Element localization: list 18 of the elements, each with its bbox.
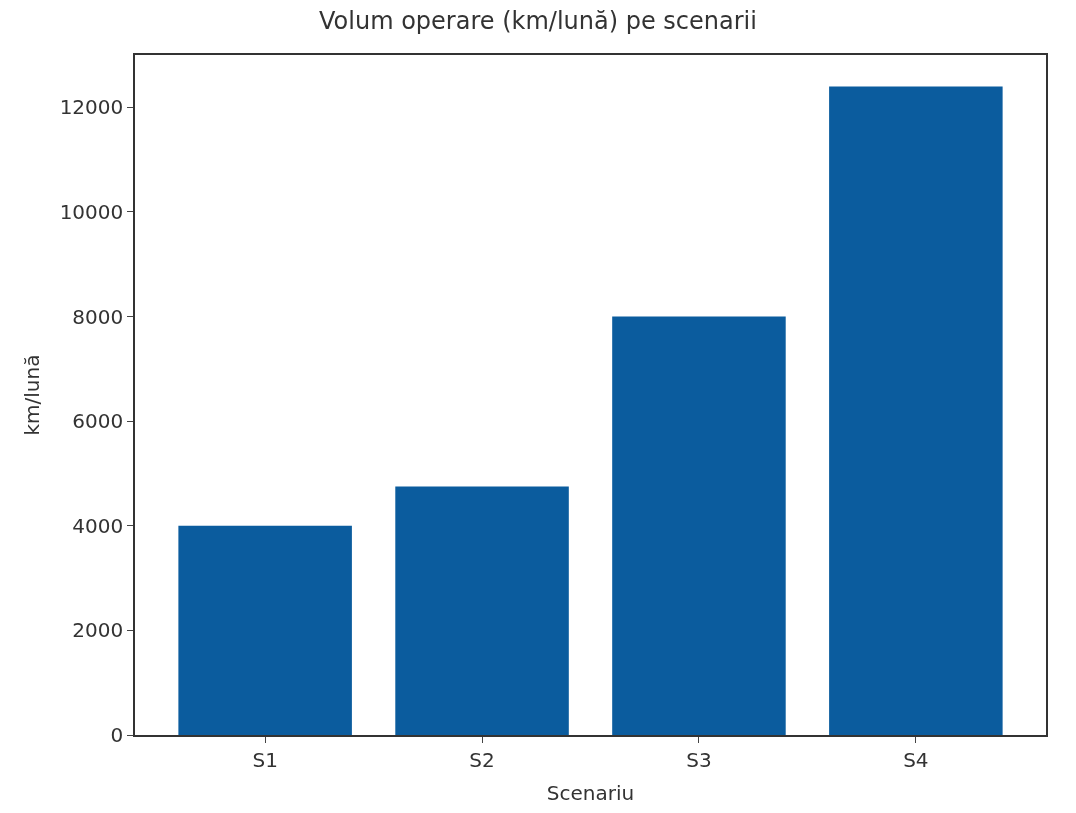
y-tick-label: 12000 (59, 95, 124, 120)
y-tick-label: 0 (110, 723, 124, 747)
x-tick-label: S2 (469, 747, 495, 772)
x-axis-title: Scenariu (546, 780, 635, 805)
bar (612, 316, 786, 735)
bar (829, 86, 1003, 735)
y-tick-label: 8000 (72, 304, 124, 329)
bar (178, 525, 352, 735)
bar (395, 486, 569, 735)
y-tick-label: 4000 (72, 513, 124, 538)
y-tick-label: 10000 (59, 199, 124, 224)
x-tick-label: S3 (686, 747, 712, 772)
chart-title: Volum operare (km/lună) pe scenarii (319, 6, 757, 35)
x-tick-label: S4 (903, 747, 929, 772)
y-tick-label: 2000 (72, 618, 124, 643)
x-tick-label: S1 (252, 747, 278, 772)
y-axis-title: km/lună (19, 354, 44, 436)
y-tick-label: 6000 (72, 409, 124, 434)
